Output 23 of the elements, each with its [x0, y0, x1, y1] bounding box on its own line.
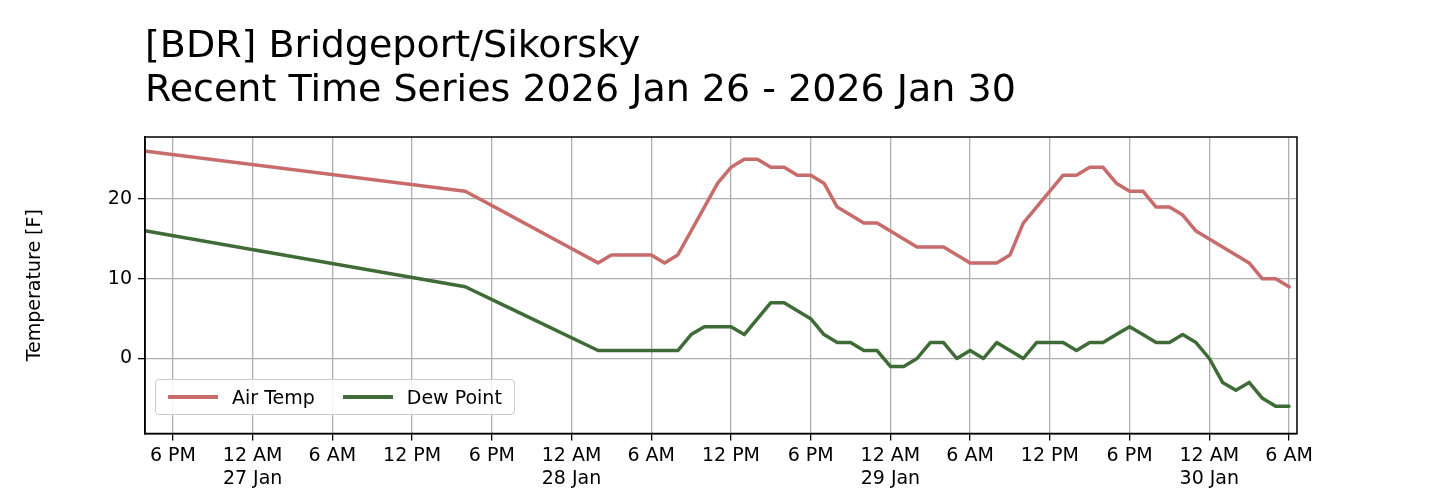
y-tick-label: 10	[107, 265, 132, 288]
x-tick-label: 6 PM	[149, 442, 196, 465]
x-tick-label: 6 PM	[468, 442, 515, 465]
legend-label: Dew Point	[406, 386, 502, 409]
legend-label: Air Temp	[232, 386, 315, 409]
x-tick-label: 12 AM 28 Jan	[541, 442, 602, 488]
x-tick-label: 6 PM	[1106, 442, 1153, 465]
x-tick-label: 6 AM	[308, 442, 357, 465]
x-tick-label: 6 PM	[787, 442, 834, 465]
x-tick-label: 12 AM 30 Jan	[1179, 442, 1240, 488]
y-tick-label: 0	[119, 345, 132, 368]
chart-subtitle: Recent Time Series 2026 Jan 26 - 2026 Jan 30	[145, 66, 1016, 110]
x-tick-label: 12 AM 29 Jan	[860, 442, 921, 488]
x-tick-label: 6 AM	[946, 442, 994, 465]
x-tick-label: 12 PM	[383, 442, 442, 465]
x-tick-label: 6 AM	[627, 442, 676, 465]
y-axis-title: Temperature [F]	[22, 209, 45, 363]
chart-title: [BDR] Bridgeport/Sikorsky	[145, 22, 642, 66]
x-tick-label: 12 AM 27 Jan	[222, 442, 283, 488]
x-tick-label: 12 PM	[1020, 442, 1079, 465]
x-tick-label: 12 PM	[701, 442, 760, 465]
x-tick-label: 6 AM	[1265, 442, 1313, 465]
y-tick-label: 20	[107, 186, 132, 209]
